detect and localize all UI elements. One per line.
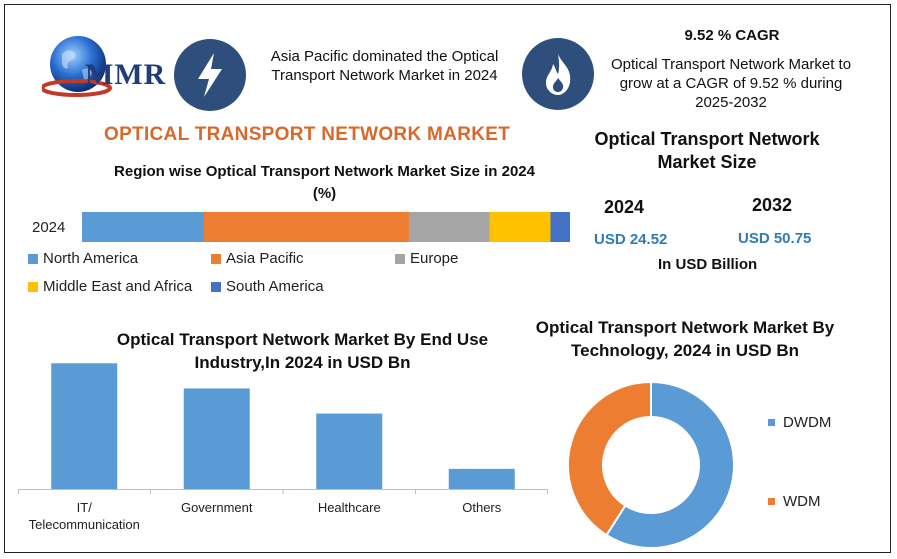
region-bar-segment-middle-east-and-africa bbox=[489, 212, 551, 242]
cagr-text: Optical Transport Network Market to grow… bbox=[610, 56, 852, 111]
cagr-title: 9.52 % CAGR bbox=[684, 27, 780, 44]
technology-chart-title: Optical Transport Network Market By Tech… bbox=[535, 318, 835, 360]
legend-north-america: North America bbox=[28, 250, 138, 267]
lightning-bolt-icon bbox=[198, 53, 222, 97]
market-size-value-2032: USD 50.75 bbox=[738, 230, 812, 247]
globe-icon bbox=[42, 36, 112, 97]
flame-icon bbox=[546, 54, 571, 95]
region-stacked-bar bbox=[82, 212, 570, 242]
market-size-year-2032: 2032 bbox=[752, 195, 793, 215]
region-bar-segment-asia-pacific bbox=[204, 212, 409, 242]
flame-circle bbox=[522, 38, 594, 110]
enduse-bar-3 bbox=[448, 468, 515, 489]
enduse-category-label-3: Others bbox=[462, 500, 502, 515]
enduse-bar-1 bbox=[183, 388, 250, 489]
infographic-frame bbox=[4, 4, 891, 553]
legend-europe: Europe bbox=[395, 250, 458, 267]
lightning-circle bbox=[174, 39, 246, 111]
enduse-category-label-0: IT/Telecommunication bbox=[28, 500, 140, 532]
enduse-category-label-2: Healthcare bbox=[317, 500, 381, 515]
legend-mea: Middle East and Africa bbox=[28, 278, 192, 295]
mmr-logo: MMR bbox=[28, 28, 178, 113]
logo-text: MMR bbox=[85, 58, 167, 91]
region-category-label: 2024 bbox=[32, 219, 66, 236]
legend-asia-pacific: Asia Pacific bbox=[211, 250, 304, 267]
market-size-title: Optical Transport Network Market Size bbox=[594, 129, 820, 172]
region-bar-segment-south-america bbox=[550, 212, 570, 242]
enduse-chart-title: Optical Transport Network Market By End … bbox=[116, 330, 489, 372]
main-title: OPTICAL TRANSPORT NETWORK MARKET bbox=[104, 124, 511, 145]
legend-south-america: South America bbox=[211, 278, 324, 295]
enduse-bar-chart bbox=[18, 363, 548, 494]
region-bar-segment-north-america bbox=[82, 212, 204, 242]
donut-slice-wdm bbox=[567, 380, 652, 537]
region-chart-title: Region wise Optical Transport Network Ma… bbox=[114, 163, 535, 202]
headline-text: Asia Pacific dominated the Optical Trans… bbox=[270, 48, 499, 84]
market-size-year-2024: 2024 bbox=[604, 197, 645, 217]
enduse-bar-2 bbox=[316, 413, 383, 489]
legend-dwdm: DWDM bbox=[768, 414, 831, 431]
region-legend: North America Asia Pacific Europe Middle… bbox=[28, 250, 568, 300]
donut-slice-dwdm bbox=[605, 380, 735, 549]
enduse-category-labels: IT/Telecommunication Government Healthcare… bbox=[18, 499, 548, 539]
market-size-value-2024: USD 24.52 bbox=[594, 231, 668, 248]
legend-wdm: WDM bbox=[768, 493, 821, 510]
market-size-unit: In USD Billion bbox=[658, 256, 758, 273]
region-bar-segment-europe bbox=[408, 212, 490, 242]
technology-donut-chart bbox=[567, 380, 735, 549]
enduse-category-label-1: Government bbox=[180, 500, 253, 515]
enduse-bar-0 bbox=[51, 363, 118, 489]
